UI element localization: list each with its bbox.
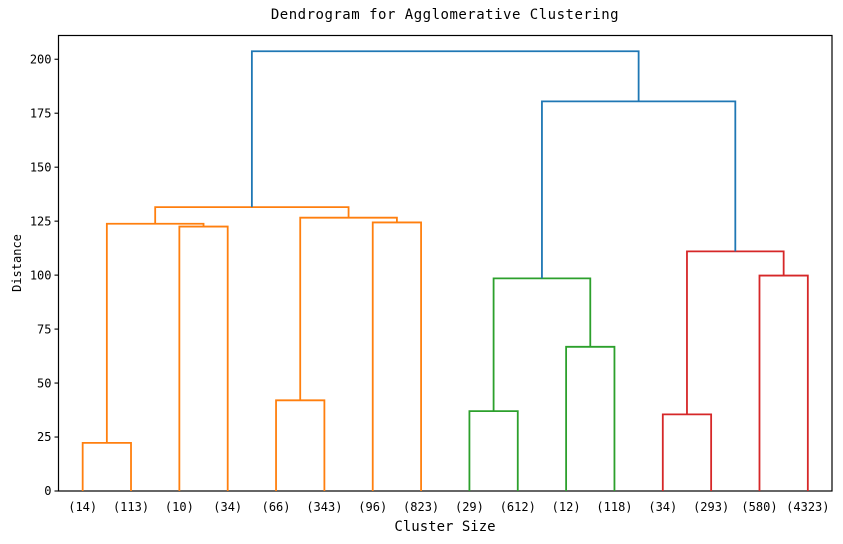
y-tick-label: 50 [37,376,51,390]
y-tick-label: 75 [37,322,51,336]
dendrogram-link [178,225,229,491]
x-leaf-label: (34) [648,500,677,514]
y-tick-label: 0 [44,484,51,498]
y-tick-label: 150 [30,160,52,174]
y-tick-label: 175 [30,106,52,120]
plot-border [57,34,833,492]
x-leaf-label: (343) [306,500,342,514]
dendrogram-link [492,277,592,412]
dendrogram-link [468,410,519,491]
x-leaf-label: (113) [113,500,149,514]
x-leaf-label: (12) [552,500,581,514]
x-leaf-label: (66) [262,500,291,514]
chart-title: Dendrogram for Agglomerative Clustering [270,7,620,23]
y-tick-label: 25 [37,430,51,444]
dendrogram-link [81,441,132,491]
dendrogram-link [758,274,809,491]
x-leaf-label: (4323) [786,500,829,514]
dendrogram-link [661,413,713,491]
y-tick-label: 125 [30,214,52,228]
x-leaf-label: (118) [596,500,632,514]
x-leaf-label: (612) [500,500,536,514]
dendrogram-link [250,50,640,208]
y-tick-label: 100 [30,268,52,282]
dendrogram-link [105,222,205,443]
x-leaf-label: (96) [358,500,387,514]
dendrogram-link [565,345,616,491]
dendrogram-link [299,216,398,401]
x-leaf-label: (10) [165,500,194,514]
x-leaf-label: (29) [455,500,484,514]
x-axis-label: Cluster Size [394,519,496,535]
x-leaf-label: (14) [68,500,97,514]
y-tick-label: 200 [30,52,52,66]
dendrogram-link [154,206,350,224]
x-leaf-label: (34) [213,500,242,514]
dendrogram-link [371,221,422,491]
x-leaf-label: (580) [741,500,777,514]
x-leaf-label: (293) [693,500,729,514]
x-leaf-label: (823) [403,500,439,514]
dendrogram-link [686,250,785,415]
dendrogram-link [275,399,326,491]
